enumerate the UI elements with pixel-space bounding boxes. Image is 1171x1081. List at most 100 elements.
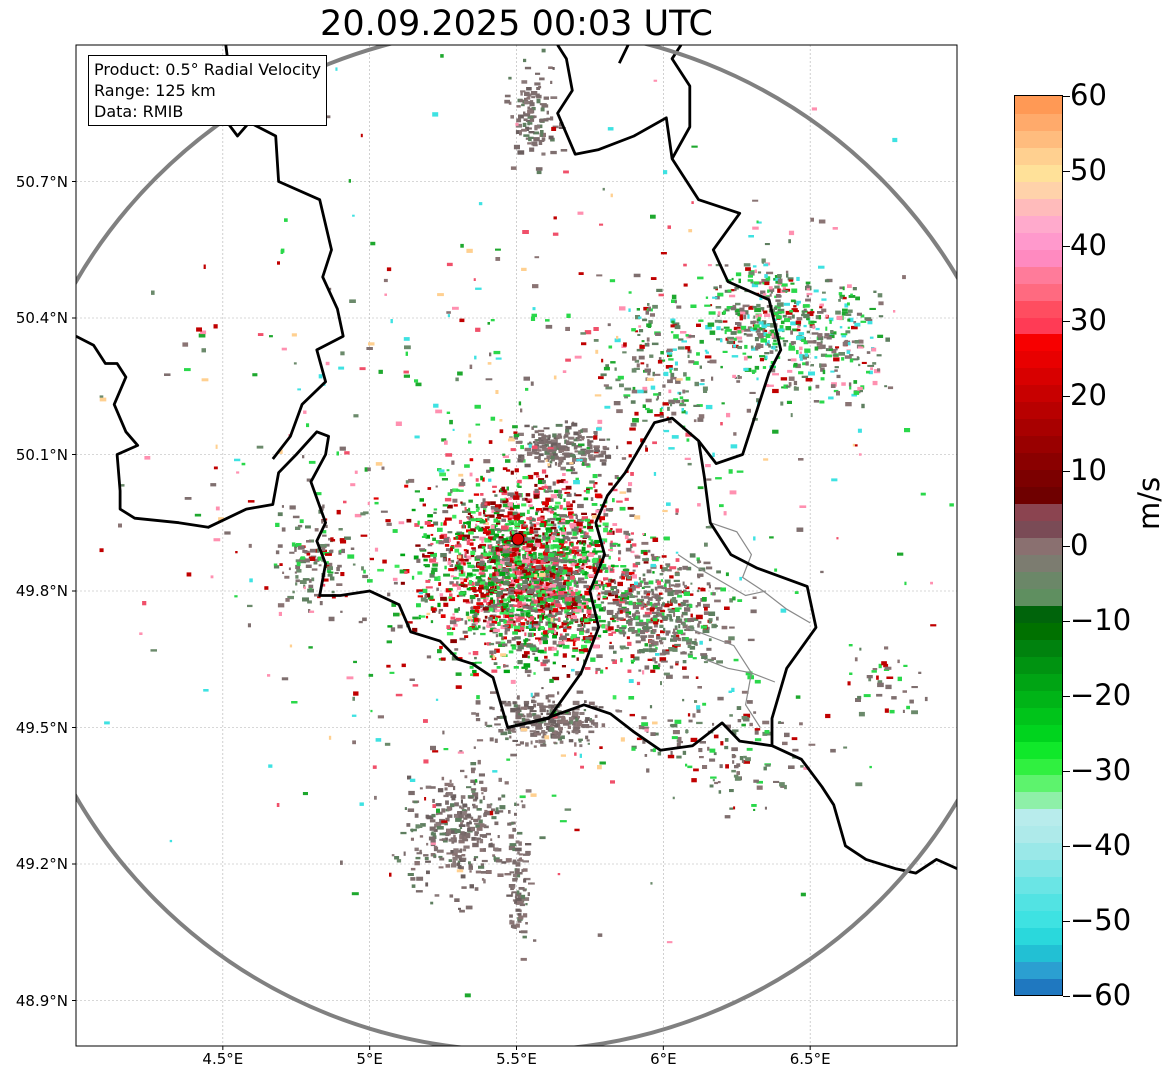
echo-pixel [595, 667, 601, 671]
echo-pixel [560, 712, 568, 715]
echo-pixel [839, 286, 844, 290]
echo-pixel [565, 454, 571, 458]
echo-pixel [430, 786, 436, 789]
echo-pixel [571, 655, 576, 658]
echo-pixel [559, 574, 563, 578]
echo-pixel [508, 588, 514, 591]
echo-pixel [720, 741, 724, 746]
echo-pixel [516, 608, 524, 612]
echo-pixel [545, 527, 552, 531]
echo-pixel [503, 605, 507, 609]
echo-pixel [294, 547, 297, 552]
echo-pixel [806, 292, 813, 296]
echo-pixel [542, 448, 549, 451]
echo-pixel [586, 486, 593, 490]
echo-pixel [822, 369, 826, 375]
echo-pixel [570, 466, 574, 470]
echo-pixel [431, 813, 436, 818]
echo-pixel [467, 824, 470, 829]
echo-pixel [459, 637, 466, 641]
echo-pixel [373, 497, 379, 500]
echo-pixel [548, 582, 552, 586]
echo-pixel [866, 675, 873, 679]
echo-pixel [806, 330, 811, 334]
echo-pixel [558, 644, 563, 648]
echo-pixel [295, 564, 301, 570]
echo-pixel [296, 561, 301, 567]
echo-pixel [803, 308, 807, 312]
echo-pixel [524, 618, 527, 621]
echo-pixel [438, 608, 443, 612]
echo-pixel [659, 640, 663, 643]
echo-pixel [572, 700, 580, 706]
echo-pixel [586, 488, 590, 491]
echo-pixel [437, 527, 443, 532]
echo-pixel [517, 479, 522, 484]
echo-pixel [349, 299, 356, 303]
echo-pixel [799, 722, 803, 726]
echo-pixel [455, 672, 462, 676]
echo-pixel [636, 591, 641, 595]
echo-pixel [276, 803, 280, 807]
echo-pixel [674, 644, 681, 646]
echo-pixel [729, 714, 733, 717]
echo-pixel [654, 586, 658, 591]
echo-pixel [430, 570, 435, 575]
echo-pixel [483, 619, 487, 623]
echo-pixel [629, 595, 635, 598]
echo-pixel [631, 747, 636, 751]
echo-pixel [707, 264, 712, 267]
echo-pixel [682, 399, 689, 402]
echo-pixel [524, 596, 529, 600]
echo-pixel [592, 563, 595, 567]
echo-pixel [699, 365, 702, 369]
echo-pixel [552, 623, 557, 628]
echo-pixel [468, 861, 471, 865]
echo-pixel [774, 305, 781, 309]
echo-pixel [580, 535, 586, 538]
echo-pixel [430, 842, 436, 845]
echo-pixel [678, 637, 682, 642]
echo-pixel [548, 606, 553, 610]
echo-pixel [559, 604, 562, 609]
echo-pixel [757, 271, 762, 274]
echo-pixel [561, 480, 569, 484]
echo-pixel [518, 597, 525, 602]
echo-pixel [591, 558, 597, 563]
echo-pixel [489, 650, 494, 655]
echo-pixel [519, 909, 522, 913]
echo-pixel [563, 498, 566, 502]
echo-pixel [483, 813, 487, 817]
echo-pixel [587, 525, 593, 530]
echo-pixel [670, 723, 678, 728]
echo-pixel [685, 411, 688, 415]
echo-pixel [465, 815, 472, 819]
echo-pixel [604, 454, 612, 459]
echo-pixel [403, 851, 406, 856]
echo-pixel [437, 649, 442, 654]
echo-pixel [440, 533, 448, 538]
echo-pixel [490, 416, 496, 421]
echo-pixel [459, 577, 464, 581]
echo-pixel [455, 377, 459, 382]
echo-pixel [820, 340, 823, 344]
echo-pixel [474, 617, 479, 623]
echo-pixel [302, 597, 309, 602]
echo-pixel [520, 114, 524, 118]
echo-pixel [439, 832, 446, 836]
echo-pixel [575, 437, 580, 440]
echo-pixel [857, 428, 862, 433]
echo-pixel [417, 571, 423, 575]
echo-pixel [586, 436, 593, 439]
echo-pixel [353, 691, 359, 696]
echo-pixel [444, 440, 448, 445]
echo-pixel [573, 431, 580, 436]
echo-pixel [695, 614, 703, 620]
echo-pixel [545, 497, 552, 502]
echo-pixel [410, 828, 417, 832]
echo-pixel [821, 308, 827, 313]
echo-pixel [849, 386, 852, 390]
echo-pixel [714, 599, 721, 603]
echo-pixel [490, 597, 494, 602]
echo-pixel [538, 615, 543, 618]
